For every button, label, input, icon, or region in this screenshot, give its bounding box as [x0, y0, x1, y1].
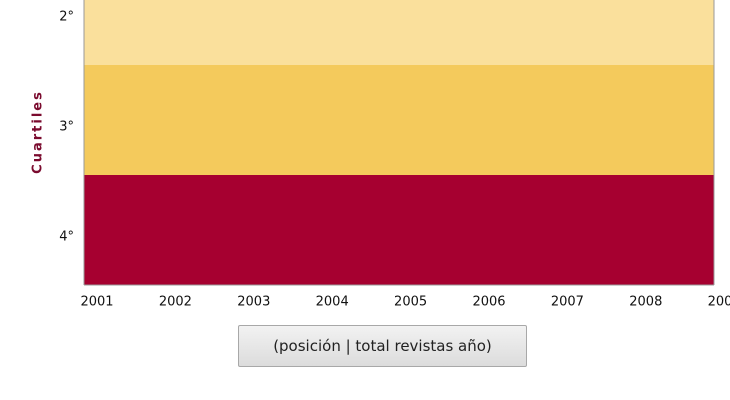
y-tick-label: 4°: [59, 230, 74, 245]
x-tick-label: 2005: [394, 295, 427, 310]
x-tick-label: 2003: [237, 295, 270, 310]
x-tick-label: 2001: [80, 295, 113, 310]
x-tick-label: 2004: [316, 295, 349, 310]
chart: Cuartiles 2° 3° 4° 2001 2002 2003 2004 2005 2006…: [31, 0, 730, 310]
x-tick-label: 2008: [629, 295, 662, 310]
x-tick-label: 2009: [708, 295, 730, 310]
x-tick-label: 2002: [159, 295, 192, 310]
y-tick-label: 2°: [59, 10, 74, 25]
y-tick-label: 3°: [59, 120, 74, 135]
x-tick-label: 2007: [551, 295, 584, 310]
y-axis-title: Cuartiles: [31, 90, 46, 174]
quartile-band: [84, 0, 714, 65]
quartile-band: [84, 65, 714, 175]
x-tick-label: 2006: [472, 295, 505, 310]
button[interactable]: (posición | total revistas año): [238, 325, 527, 367]
quartile-band: [84, 175, 714, 285]
